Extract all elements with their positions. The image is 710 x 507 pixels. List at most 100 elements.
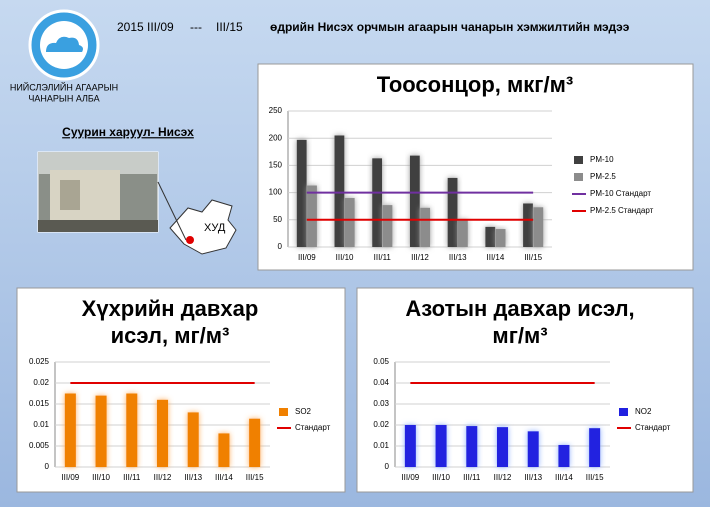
dash: --- bbox=[190, 20, 202, 34]
bar bbox=[187, 412, 199, 467]
x-tick-label: III/12 bbox=[411, 253, 429, 262]
district-label: ХУД bbox=[204, 222, 226, 234]
x-tick-label: III/15 bbox=[246, 473, 264, 482]
bar bbox=[334, 135, 345, 247]
y-tick-label: 0.005 bbox=[29, 441, 50, 450]
date-to: III/15 bbox=[216, 20, 243, 34]
bar bbox=[95, 395, 107, 467]
legend-swatch bbox=[619, 408, 628, 416]
legend-label: SO2 bbox=[295, 407, 312, 416]
x-tick-label: III/13 bbox=[449, 253, 467, 262]
legend-label: Стандарт bbox=[635, 423, 671, 432]
y-tick-label: 0.015 bbox=[29, 399, 50, 408]
bar bbox=[527, 431, 539, 467]
x-tick-label: III/12 bbox=[494, 473, 512, 482]
chart-title: исэл, мг/м³ bbox=[111, 323, 230, 348]
date-from: III/09 bbox=[147, 20, 174, 34]
y-tick-label: 0 bbox=[385, 462, 390, 471]
y-tick-label: 100 bbox=[269, 188, 283, 197]
bar bbox=[589, 428, 601, 467]
chart-title: мг/м³ bbox=[492, 323, 547, 348]
legend-swatch bbox=[574, 173, 583, 181]
org-name: НИЙСЛЭЛИЙН АГААРЫН bbox=[10, 81, 118, 92]
y-tick-label: 0.03 bbox=[373, 399, 389, 408]
bar bbox=[420, 207, 431, 247]
legend-label: Стандарт bbox=[295, 423, 331, 432]
bar bbox=[466, 426, 478, 467]
x-tick-label: III/12 bbox=[154, 473, 172, 482]
legend-label: PM-2.5 bbox=[590, 172, 616, 181]
bar bbox=[496, 427, 509, 467]
x-tick-label: III/11 bbox=[463, 473, 481, 482]
x-tick-label: III/10 bbox=[92, 473, 110, 482]
y-tick-label: 0.04 bbox=[373, 378, 389, 387]
x-tick-label: III/09 bbox=[61, 473, 79, 482]
x-tick-label: III/13 bbox=[184, 473, 202, 482]
header: 2015 III/09 --- III/15 өдрийн Нисэх орчм… bbox=[117, 20, 630, 34]
y-tick-label: 0.05 bbox=[373, 357, 389, 366]
y-tick-label: 0.02 bbox=[33, 378, 49, 387]
x-tick-label: III/10 bbox=[336, 253, 354, 262]
year: 2015 bbox=[117, 20, 144, 34]
bar bbox=[495, 229, 506, 247]
chart-panel bbox=[356, 287, 694, 493]
x-tick-label: III/15 bbox=[524, 253, 542, 262]
x-tick-label: III/09 bbox=[401, 473, 419, 482]
x-tick-label: III/11 bbox=[374, 253, 392, 262]
bar bbox=[382, 205, 393, 247]
y-tick-label: 0.025 bbox=[29, 357, 50, 366]
bar bbox=[64, 393, 76, 467]
x-tick-label: III/15 bbox=[586, 473, 604, 482]
y-tick-label: 0.01 bbox=[373, 441, 389, 450]
y-tick-label: 150 bbox=[269, 161, 283, 170]
chart-panel bbox=[257, 63, 694, 271]
bar bbox=[485, 226, 496, 247]
y-tick-label: 200 bbox=[269, 133, 283, 142]
map-dot bbox=[186, 236, 194, 244]
bar bbox=[447, 177, 458, 247]
headline: өдрийн Нисэх орчмын агаарын чанарын хэмж… bbox=[270, 20, 630, 34]
legend-label: PM-2.5 Стандарт bbox=[590, 206, 654, 215]
legend-label: PM-10 Стандарт bbox=[590, 189, 651, 198]
x-tick-label: III/13 bbox=[524, 473, 542, 482]
bar bbox=[533, 207, 544, 247]
y-tick-label: 0.01 bbox=[33, 420, 49, 429]
bar bbox=[156, 399, 169, 467]
x-tick-label: III/11 bbox=[123, 473, 141, 482]
photo-door bbox=[60, 180, 80, 210]
bar bbox=[523, 203, 533, 247]
x-tick-label: III/14 bbox=[487, 253, 505, 262]
y-tick-label: 0 bbox=[278, 242, 283, 251]
bar bbox=[249, 418, 261, 467]
bar bbox=[558, 444, 570, 467]
bar bbox=[372, 158, 383, 247]
x-tick-label: III/09 bbox=[298, 253, 316, 262]
bar bbox=[296, 139, 307, 247]
station-title: Суурин харуул- Нисэх bbox=[62, 125, 194, 139]
photo-sky bbox=[38, 152, 158, 174]
bar bbox=[457, 219, 468, 247]
bar bbox=[435, 425, 447, 467]
legend-label: NO2 bbox=[635, 407, 652, 416]
x-tick-label: III/14 bbox=[555, 473, 573, 482]
legend-label: PM-10 bbox=[590, 155, 614, 164]
chart-title: Тоосонцор, мкг/м³ bbox=[377, 72, 573, 97]
bar bbox=[409, 155, 420, 247]
y-tick-label: 250 bbox=[269, 106, 283, 115]
chart-title: Азотын давхар исэл, bbox=[405, 296, 634, 321]
legend-swatch bbox=[279, 408, 288, 416]
station-photo bbox=[37, 151, 159, 233]
chart-title: Хүхрийн давхар bbox=[82, 296, 259, 321]
org-name: ЧАНАРЫН АЛБА bbox=[28, 93, 99, 103]
photo-ground bbox=[38, 220, 158, 232]
y-tick-label: 0 bbox=[45, 462, 50, 471]
bar bbox=[404, 425, 416, 467]
charts: Тоосонцор, мкг/м³ 0 50 100 150 200 250 III/09 II… bbox=[29, 72, 671, 482]
y-tick-label: 50 bbox=[273, 215, 282, 224]
x-tick-label: III/10 bbox=[432, 473, 450, 482]
bar bbox=[218, 433, 230, 467]
bar bbox=[307, 185, 317, 247]
bar bbox=[344, 198, 355, 247]
bar bbox=[126, 393, 138, 467]
